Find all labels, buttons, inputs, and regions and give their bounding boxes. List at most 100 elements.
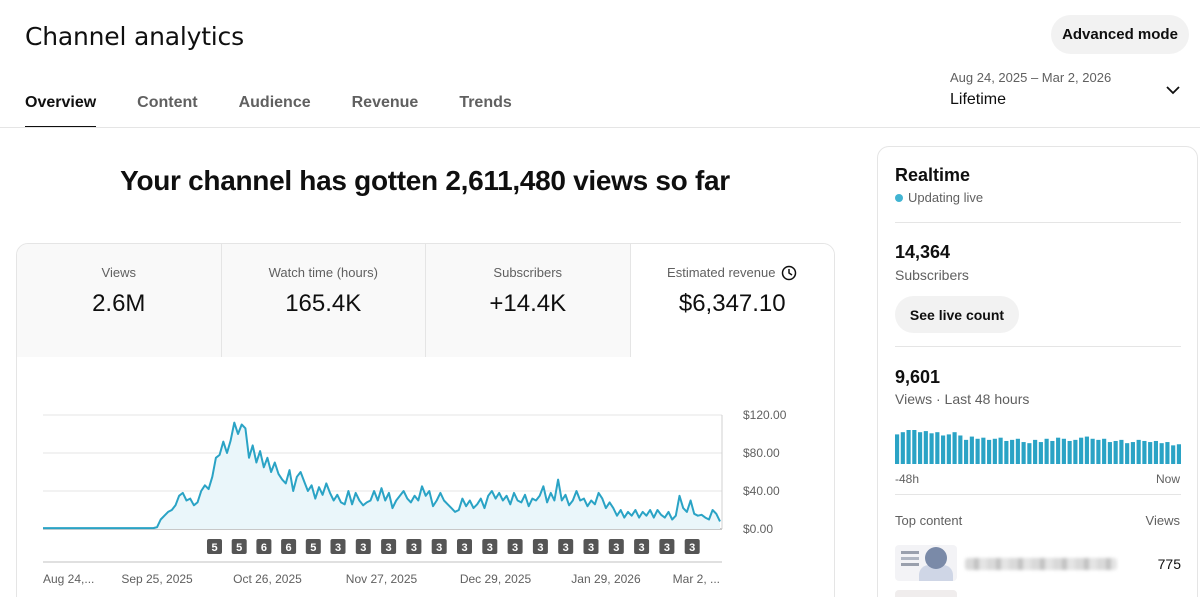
realtime-bar[interactable]	[1038, 442, 1043, 464]
realtime-bar[interactable]	[912, 430, 917, 464]
realtime-bar[interactable]	[1136, 439, 1141, 464]
realtime-bar[interactable]	[1073, 439, 1078, 464]
video-thumbnail[interactable]	[895, 545, 957, 581]
video-title-blurred[interactable]	[965, 558, 1117, 570]
realtime-bar[interactable]	[952, 432, 957, 464]
metric-subscribers[interactable]: Subscribers +14.4K	[426, 244, 631, 357]
clock-icon[interactable]	[781, 265, 797, 281]
annotation-marker[interactable]	[406, 539, 422, 554]
annotation-marker[interactable]	[608, 539, 624, 554]
annotation-marker[interactable]	[482, 539, 498, 554]
realtime-bar[interactable]	[1171, 445, 1176, 464]
annotation-marker[interactable]	[330, 539, 346, 554]
realtime-bar[interactable]	[1113, 440, 1118, 464]
x-tick-label: Nov 27, 2025	[346, 572, 418, 586]
realtime-views-label: Views · Last 48 hours	[895, 391, 1030, 407]
realtime-bar[interactable]	[1067, 440, 1072, 464]
annotation-marker[interactable]	[305, 539, 321, 554]
realtime-bar[interactable]	[1021, 442, 1026, 464]
realtime-bar[interactable]	[958, 435, 963, 464]
advanced-mode-button[interactable]: Advanced mode	[1051, 15, 1189, 54]
annotation-marker[interactable]	[231, 539, 247, 554]
realtime-bar[interactable]	[1119, 439, 1124, 464]
realtime-bar[interactable]	[975, 438, 980, 464]
realtime-bar[interactable]	[941, 435, 946, 464]
realtime-bar[interactable]	[981, 437, 986, 464]
annotation-marker[interactable]	[507, 539, 523, 554]
annotation-marker[interactable]	[684, 539, 700, 554]
realtime-bar[interactable]	[1027, 443, 1032, 464]
realtime-bar[interactable]	[923, 431, 928, 464]
annotation-count: 3	[639, 542, 645, 554]
realtime-bar[interactable]	[969, 436, 974, 464]
annotation-marker[interactable]	[256, 539, 272, 554]
realtime-bar[interactable]	[964, 439, 969, 464]
annotation-marker[interactable]	[583, 539, 599, 554]
realtime-bar[interactable]	[1107, 442, 1112, 464]
annotation-marker[interactable]	[634, 539, 650, 554]
realtime-bar[interactable]	[1102, 438, 1107, 464]
realtime-divider	[895, 346, 1181, 347]
realtime-bar[interactable]	[1090, 438, 1095, 464]
realtime-bar[interactable]	[1033, 439, 1038, 464]
realtime-bar[interactable]	[946, 434, 951, 464]
realtime-bar[interactable]	[1176, 444, 1181, 464]
metric-watch-time[interactable]: Watch time (hours) 165.4K	[221, 244, 426, 357]
video-thumbnail[interactable]	[895, 590, 957, 597]
x-tick-label: Sep 25, 2025	[121, 572, 193, 586]
realtime-bar[interactable]	[1130, 442, 1135, 464]
see-live-count-button[interactable]: See live count	[895, 296, 1019, 333]
realtime-bar[interactable]	[987, 439, 992, 464]
tab-audience[interactable]: Audience	[238, 94, 311, 111]
top-content-views: 775	[1157, 556, 1181, 572]
realtime-bar[interactable]	[1084, 436, 1089, 464]
realtime-bar[interactable]	[1125, 443, 1130, 464]
realtime-bar[interactable]	[992, 438, 997, 464]
tab-content[interactable]: Content	[137, 94, 198, 111]
realtime-bar[interactable]	[1142, 440, 1147, 464]
chevron-down-icon[interactable]	[1165, 82, 1181, 98]
annotation-marker[interactable]	[355, 539, 371, 554]
annotation-marker[interactable]	[558, 539, 574, 554]
realtime-bar[interactable]	[918, 432, 923, 464]
realtime-bar[interactable]	[1148, 442, 1153, 464]
realtime-bar[interactable]	[998, 437, 1003, 464]
tab-trends[interactable]: Trends	[459, 94, 512, 111]
realtime-bar[interactable]	[900, 432, 905, 464]
annotation-marker[interactable]	[457, 539, 472, 554]
realtime-bar[interactable]	[895, 434, 900, 464]
realtime-bar[interactable]	[935, 432, 940, 464]
realtime-bar[interactable]	[1165, 442, 1170, 464]
annotation-count: 3	[461, 542, 467, 554]
realtime-bar[interactable]	[1079, 437, 1084, 464]
realtime-bar[interactable]	[1044, 438, 1049, 464]
realtime-bar[interactable]	[1159, 443, 1164, 464]
annotation-count: 6	[286, 542, 292, 554]
realtime-bar[interactable]	[906, 430, 911, 464]
realtime-bar[interactable]	[1015, 438, 1020, 464]
page-title: Channel analytics	[25, 22, 244, 51]
realtime-bar[interactable]	[1010, 439, 1015, 464]
realtime-bar[interactable]	[1061, 438, 1066, 464]
metric-views[interactable]: Views 2.6M	[17, 244, 222, 357]
realtime-bar[interactable]	[1153, 440, 1158, 464]
realtime-bar[interactable]	[929, 433, 934, 464]
realtime-views-bar-chart	[895, 430, 1181, 464]
annotation-marker[interactable]	[431, 539, 447, 554]
annotation-marker[interactable]	[532, 539, 548, 554]
x-tick-label: Jan 29, 2026	[571, 572, 641, 586]
annotation-marker[interactable]	[207, 539, 222, 554]
annotation-marker[interactable]	[381, 539, 397, 554]
realtime-bar[interactable]	[1004, 440, 1009, 464]
revenue-series-line[interactable]	[43, 421, 721, 530]
annotation-marker[interactable]	[281, 539, 297, 554]
metric-estimated-revenue[interactable]: Estimated revenue $6,347.10	[630, 244, 834, 357]
top-content-item[interactable]: 775	[895, 545, 1181, 585]
realtime-bar[interactable]	[1050, 440, 1055, 464]
tab-revenue[interactable]: Revenue	[351, 94, 419, 111]
date-range-picker[interactable]: Aug 24, 2025 – Mar 2, 2026 Lifetime	[950, 70, 1185, 116]
annotation-marker[interactable]	[659, 539, 675, 554]
realtime-bar[interactable]	[1096, 439, 1101, 464]
tab-overview[interactable]: Overview	[25, 78, 97, 128]
realtime-bar[interactable]	[1056, 437, 1061, 464]
